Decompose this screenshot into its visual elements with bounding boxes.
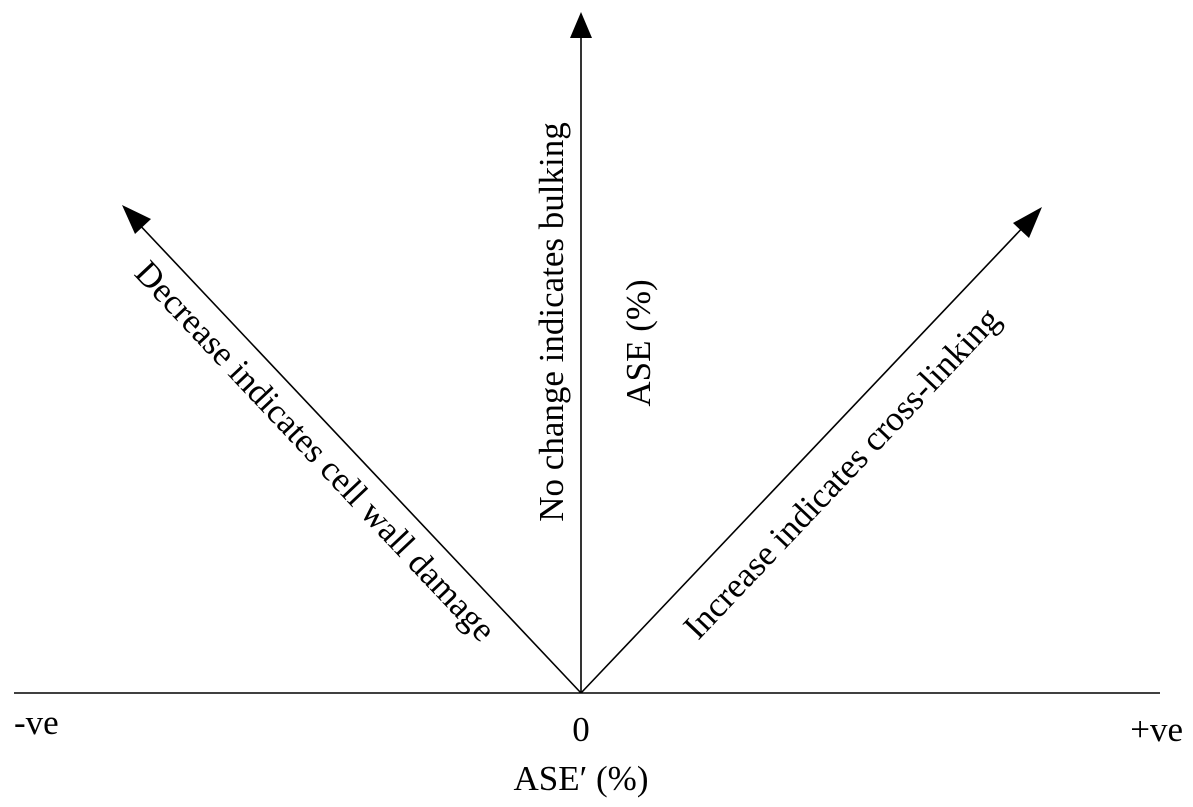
x-negative-label: -ve: [14, 703, 59, 742]
vertical-arrow-head: [570, 12, 592, 38]
x-origin-label: 0: [572, 710, 590, 749]
vertical-arrow-label: No change indicates bulking: [532, 122, 571, 521]
right-arrow-head: [1013, 207, 1042, 238]
x-axis-label: ASE′ (%): [514, 759, 649, 798]
right-arrow-line: [580, 221, 1029, 694]
left-arrow-head: [122, 205, 151, 234]
x-positive-label: +ve: [1130, 710, 1183, 749]
left-arrow-line: [134, 219, 582, 694]
left-arrow-label: Decrease indicates cell wall damage: [127, 253, 503, 649]
right-arrow-label: Increase indicates cross-linking: [676, 300, 1008, 647]
y-axis-label: ASE (%): [619, 279, 658, 406]
